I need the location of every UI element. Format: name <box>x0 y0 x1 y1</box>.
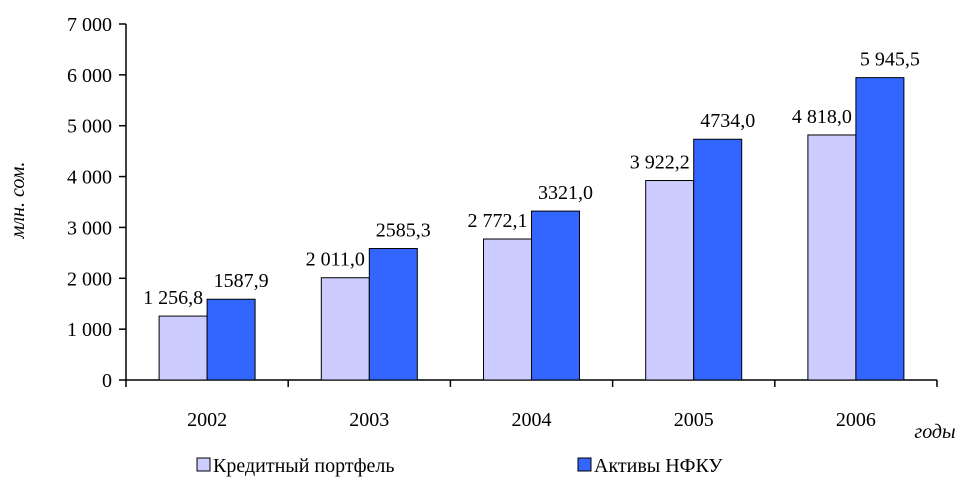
bar <box>206 298 256 381</box>
y-tick-label: 5 000 <box>67 116 112 138</box>
x-tick-label: 2006 <box>836 409 876 431</box>
value-label: 2585,3 <box>376 220 431 242</box>
value-label: 2 011,0 <box>306 249 365 271</box>
y-tick-label: 7 000 <box>67 14 112 36</box>
y-tick-label: 2 000 <box>67 268 112 290</box>
y-tick-label: 0 <box>102 370 112 392</box>
bar <box>368 248 418 381</box>
bar <box>483 238 532 381</box>
x-tick-label: 2003 <box>349 409 389 431</box>
x-tick-label: 2002 <box>187 409 227 431</box>
bar <box>158 315 208 381</box>
y-tick-label: 3 000 <box>67 217 112 239</box>
y-tick-label: 4 000 <box>67 167 112 189</box>
bar <box>645 180 695 381</box>
value-label: 4734,0 <box>700 110 755 132</box>
value-label: 3321,0 <box>538 182 593 204</box>
x-tick-label: 2005 <box>674 409 714 431</box>
x-axis-label: годы <box>914 421 955 443</box>
bar <box>531 210 580 381</box>
x-tick-label: 2004 <box>512 409 552 431</box>
bar <box>807 134 857 381</box>
legend-label: Активы НФКУ <box>594 455 723 477</box>
bar <box>855 77 905 381</box>
bar <box>320 277 370 381</box>
y-tick-label: 6 000 <box>67 65 112 87</box>
legend-label: Кредитный портфель <box>213 455 395 477</box>
value-label: 3 922,2 <box>630 152 690 174</box>
value-label: 1587,9 <box>214 270 269 292</box>
value-label: 2 772,1 <box>468 210 528 232</box>
value-label: 4 818,0 <box>792 106 852 128</box>
y-axis-label: млн. сом. <box>7 162 29 240</box>
value-label: 5 945,5 <box>860 49 920 71</box>
y-tick-label: 1 000 <box>67 319 112 341</box>
value-label: 1 256,8 <box>143 287 203 309</box>
legend-swatch <box>577 457 592 472</box>
legend-swatch <box>196 457 211 472</box>
bar <box>693 138 743 381</box>
